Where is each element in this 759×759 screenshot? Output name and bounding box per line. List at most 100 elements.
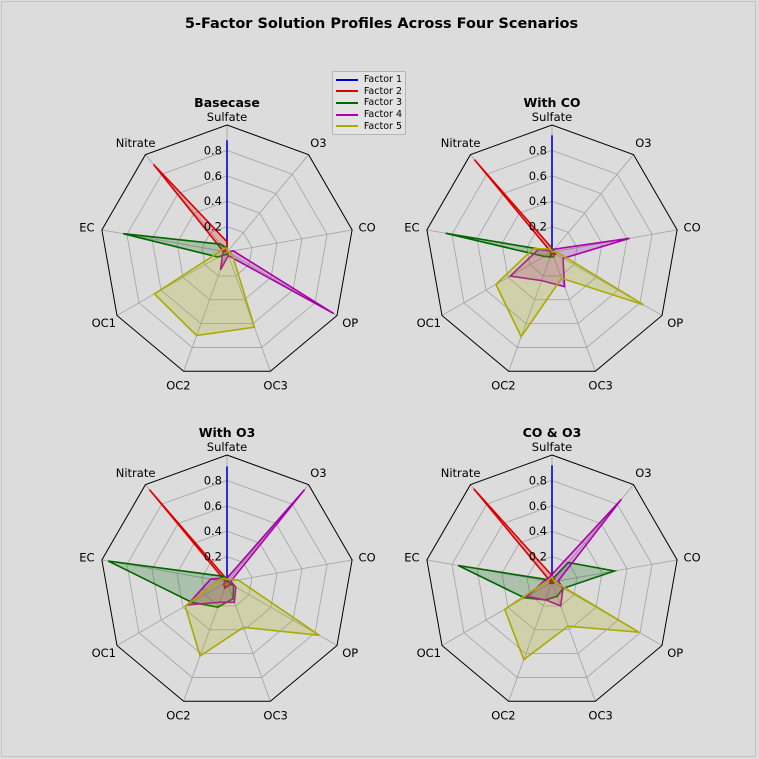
grid-ring [201,556,253,607]
legend-swatch [336,125,358,128]
legend-item: Factor 5 [336,120,402,132]
radial-tick-label: 0.8 [529,473,547,487]
radial-tick-label: 0.6 [204,499,222,513]
axis-label-ec: EC [79,550,94,564]
axis-label-co: CO [684,220,701,234]
axis-label-o3: O3 [635,466,651,480]
radial-tick-label: 0.6 [529,169,547,183]
grid-spoke [116,251,228,316]
axis-label-op: OP [667,316,683,330]
axis-label-oc1: OC1 [417,316,441,330]
radial-tick-label: 0.4 [529,524,547,538]
radial-tick-label: 0.4 [529,194,547,208]
axis-label-o3: O3 [310,136,326,150]
subplot-title: Basecase [194,95,260,110]
radial-tick-label: 0.8 [204,143,222,157]
grid-ring [476,505,628,655]
legend-label: Factor 2 [363,85,402,97]
grid-spoke [551,581,596,702]
grid-ring [526,556,578,607]
axis-label-oc3: OC3 [263,379,287,393]
axis-label-oc2: OC2 [166,709,190,723]
axis-label-nitrate: Nitrate [116,466,156,480]
grid-ring [501,200,603,301]
grid-spoke [551,154,634,253]
series-factor-5 [503,575,640,661]
radial-tick-label: 0.8 [529,143,547,157]
outer-frame [426,124,678,372]
grid-ring [126,149,328,348]
axis-label-sulfate: Sulfate [207,440,247,454]
grid-spoke [508,251,553,372]
radial-tick-label: 0.6 [204,169,222,183]
grid-spoke [508,581,553,702]
legend-swatch [336,101,358,104]
axis-label-co: CO [684,550,701,564]
grid-spoke [226,229,353,253]
grid-ring [451,479,653,678]
axis-label-sulfate: Sulfate [207,110,247,124]
legend-label: Factor 4 [363,109,402,121]
grid-spoke [226,251,271,372]
legend: Factor 1 Factor 2 Factor 3 Factor 4 Factor 5 [332,71,406,135]
series-factor-5 [494,247,644,339]
series-factor-5 [184,577,320,658]
legend-swatch [336,113,358,116]
grid-spoke [551,251,596,372]
legend-swatch [336,78,358,81]
axis-label-oc3: OC3 [588,709,612,723]
grid-spoke [226,559,353,583]
radial-tick-label: 0.4 [204,194,222,208]
axis-label-o3: O3 [310,466,326,480]
grid-ring [476,175,628,325]
radial-tick-label: 0.2 [204,550,222,564]
axis-label-o3: O3 [635,136,651,150]
series-factor-4 [185,489,306,606]
radial-tick-label: 0.2 [529,550,547,564]
grid-ring [526,226,578,277]
axis-label-co: CO [359,550,376,564]
axis-label-oc2: OC2 [491,379,515,393]
radial-tick-label: 0.2 [204,220,222,234]
series-factor-3 [457,561,618,601]
legend-label: Factor 3 [363,97,402,109]
series-factor-4 [508,237,630,288]
axis-label-nitrate: Nitrate [441,466,481,480]
grid-ring [151,175,303,325]
grid-spoke [183,251,228,372]
grid-ring [451,149,653,348]
outer-frame [101,454,353,702]
legend-item: Factor 3 [336,97,402,109]
grid-spoke [101,229,228,253]
grid-ring [201,226,253,277]
subplot-title: With CO [523,95,580,110]
outer-frame [101,124,353,372]
legend-item: Factor 4 [336,109,402,121]
axis-label-co: CO [359,220,376,234]
grid-ring [176,200,278,301]
axis-label-op: OP [667,646,683,660]
axis-label-sulfate: Sulfate [532,110,572,124]
axis-label-nitrate: Nitrate [441,136,481,150]
radial-tick-label: 0.6 [529,499,547,513]
subplot-title: With O3 [199,425,256,440]
subplot-title: CO & O3 [523,425,582,440]
axis-label-ec: EC [404,550,419,564]
radial-tick-label: 0.4 [204,524,222,538]
series-factor-5 [153,247,256,337]
grid-ring [501,530,603,631]
radial-tick-label: 0.8 [204,473,222,487]
legend-item: Factor 2 [336,86,402,98]
radial-tick-label: 0.2 [529,220,547,234]
grid-spoke [226,154,309,253]
grid-spoke [551,251,663,316]
axis-label-ec: EC [404,220,419,234]
axis-label-op: OP [342,316,358,330]
radar-subplot: 0.2 0.4 0.6 0.8 Sulfate O3 CO OP OC3 OC2 OC1 EC Nitr… [404,425,700,723]
legend-label: Factor 5 [363,120,402,132]
axis-label-oc1: OC1 [92,646,116,660]
axis-label-oc1: OC1 [92,316,116,330]
radar-subplot: 0.2 0.4 0.6 0.8 Sulfate O3 CO OP OC3 OC2 OC1 EC Nitr… [404,95,700,393]
grid-ring [151,505,303,655]
